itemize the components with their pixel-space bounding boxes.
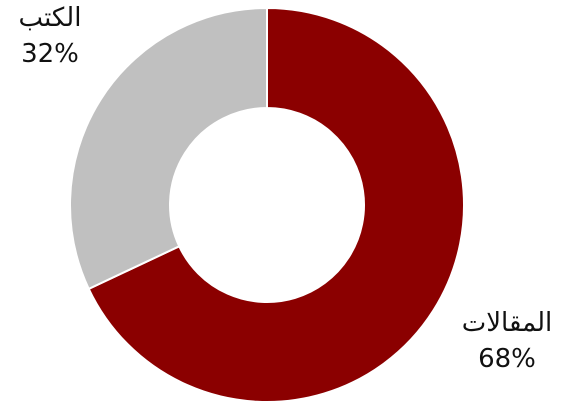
donut-slice-books bbox=[69, 6, 268, 291]
slice-label-articles: المقالات 68% bbox=[438, 305, 576, 377]
slice-label-articles-value: 68% bbox=[478, 344, 536, 374]
slice-label-books-category: الكتب bbox=[18, 3, 82, 33]
slice-label-books: الكتب 32% bbox=[0, 0, 100, 72]
slice-label-books-value: 32% bbox=[21, 39, 79, 69]
slice-label-articles-category: المقالات bbox=[461, 308, 553, 338]
donut-slice-articles bbox=[87, 6, 465, 403]
